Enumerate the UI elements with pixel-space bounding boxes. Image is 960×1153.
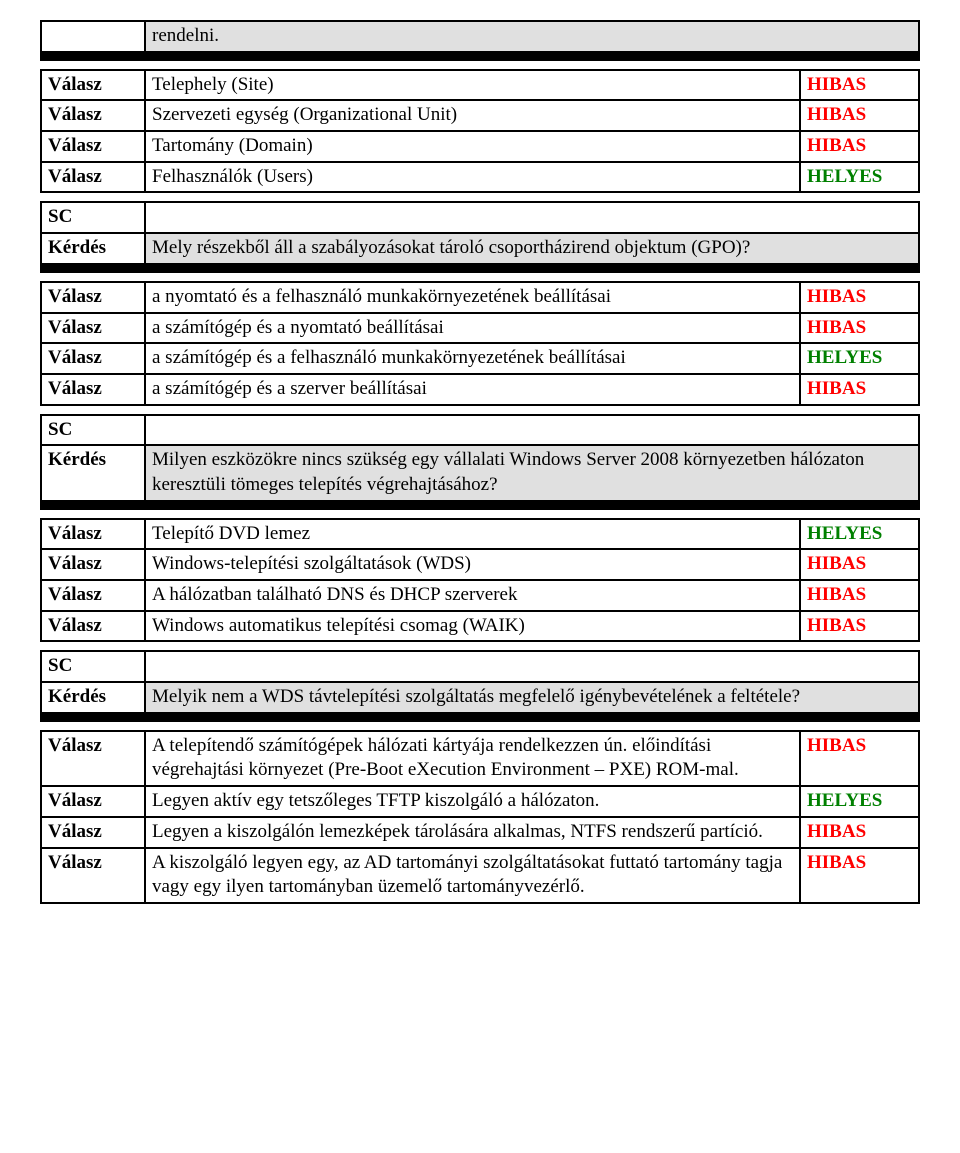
row-label: Kérdés — [41, 445, 145, 500]
group3-question: SC Kérdés Milyen eszközökre nincs szüksé… — [40, 414, 920, 510]
result-badge: HIBAS — [800, 100, 919, 131]
table-row: Válasz a számítógép és a szerver beállít… — [41, 374, 919, 405]
table-row: Válasz Legyen a kiszolgálón lemezképek t… — [41, 817, 919, 848]
table-row: Válasz Telephely (Site) HIBAS — [41, 70, 919, 101]
row-label: Válasz — [41, 70, 145, 101]
empty-cell — [145, 415, 919, 446]
result-badge: HELYES — [800, 162, 919, 193]
table-row: SC — [41, 415, 919, 446]
result-badge: HELYES — [800, 519, 919, 550]
question-text: Mely részekből áll a szabályozásokat tár… — [145, 233, 919, 264]
row-label: Kérdés — [41, 682, 145, 713]
answer-text: Windows-telepítési szolgáltatások (WDS) — [145, 549, 800, 580]
group4-question: SC Kérdés Melyik nem a WDS távtelepítési… — [40, 650, 920, 721]
divider-row — [41, 501, 919, 509]
table-row: rendelni. — [41, 21, 919, 52]
result-badge: HIBAS — [800, 731, 919, 786]
intro-text: rendelni. — [145, 21, 919, 52]
table-row: Válasz Windows automatikus telepítési cs… — [41, 611, 919, 642]
row-label: Válasz — [41, 100, 145, 131]
table-row: Válasz a számítógép és a nyomtató beállí… — [41, 313, 919, 344]
result-badge: HELYES — [800, 343, 919, 374]
answer-text: a nyomtató és a felhasználó munkakörnyez… — [145, 282, 800, 313]
table-row: Válasz a számítógép és a felhasználó mun… — [41, 343, 919, 374]
answer-text: A telepítendő számítógépek hálózati kárt… — [145, 731, 800, 786]
table-row: Kérdés Melyik nem a WDS távtelepítési sz… — [41, 682, 919, 713]
row-label: Válasz — [41, 343, 145, 374]
answer-text: a számítógép és a felhasználó munkakörny… — [145, 343, 800, 374]
table-row: SC — [41, 202, 919, 233]
group1-answers: Válasz Telephely (Site) HIBAS Válasz Sze… — [40, 69, 920, 194]
answer-text: Telephely (Site) — [145, 70, 800, 101]
sc-label: SC — [41, 202, 145, 233]
row-label: Válasz — [41, 731, 145, 786]
row-label: Válasz — [41, 313, 145, 344]
result-badge: HIBAS — [800, 374, 919, 405]
table-row: Válasz A kiszolgáló legyen egy, az AD ta… — [41, 848, 919, 903]
group2-question: SC Kérdés Mely részekből áll a szabályoz… — [40, 201, 920, 272]
table-row: Válasz A hálózatban található DNS és DHC… — [41, 580, 919, 611]
group2-answers: Válasz a nyomtató és a felhasználó munka… — [40, 281, 920, 406]
result-badge: HELYES — [800, 786, 919, 817]
row-label: Válasz — [41, 580, 145, 611]
answer-text: A hálózatban található DNS és DHCP szerv… — [145, 580, 800, 611]
result-badge: HIBAS — [800, 549, 919, 580]
result-badge: HIBAS — [800, 131, 919, 162]
sc-label: SC — [41, 415, 145, 446]
answer-text: A kiszolgáló legyen egy, az AD tartomány… — [145, 848, 800, 903]
table-row: Válasz Szervezeti egység (Organizational… — [41, 100, 919, 131]
row-label: Válasz — [41, 131, 145, 162]
answer-text: a számítógép és a nyomtató beállításai — [145, 313, 800, 344]
table-row: Kérdés Mely részekből áll a szabályozáso… — [41, 233, 919, 264]
table-row: Válasz Windows-telepítési szolgáltatások… — [41, 549, 919, 580]
table-row: Válasz A telepítendő számítógépek hálóza… — [41, 731, 919, 786]
empty-cell — [145, 202, 919, 233]
table-row: Válasz a nyomtató és a felhasználó munka… — [41, 282, 919, 313]
row-label: Válasz — [41, 786, 145, 817]
table-row: Válasz Legyen aktív egy tetszőleges TFTP… — [41, 786, 919, 817]
group4-answers: Válasz A telepítendő számítógépek hálóza… — [40, 730, 920, 904]
question-text: Milyen eszközökre nincs szükség egy váll… — [145, 445, 919, 500]
result-badge: HIBAS — [800, 580, 919, 611]
answer-text: Tartomány (Domain) — [145, 131, 800, 162]
result-badge: HIBAS — [800, 313, 919, 344]
answer-text: Telepítő DVD lemez — [145, 519, 800, 550]
row-label: Kérdés — [41, 233, 145, 264]
sc-label: SC — [41, 651, 145, 682]
result-badge: HIBAS — [800, 848, 919, 903]
divider-row — [41, 264, 919, 272]
table-row: Kérdés Milyen eszközökre nincs szükség e… — [41, 445, 919, 500]
intro-table: rendelni. — [40, 20, 920, 61]
answer-text: Windows automatikus telepítési csomag (W… — [145, 611, 800, 642]
result-badge: HIBAS — [800, 611, 919, 642]
result-badge: HIBAS — [800, 70, 919, 101]
group3-answers: Válasz Telepítő DVD lemez HELYES Válasz … — [40, 518, 920, 643]
row-label: Válasz — [41, 282, 145, 313]
answer-text: Szervezeti egység (Organizational Unit) — [145, 100, 800, 131]
row-label: Válasz — [41, 817, 145, 848]
row-label: Válasz — [41, 848, 145, 903]
empty-label — [41, 21, 145, 52]
result-badge: HIBAS — [800, 817, 919, 848]
answer-text: Legyen a kiszolgálón lemezképek tárolásá… — [145, 817, 800, 848]
answer-text: Felhasználók (Users) — [145, 162, 800, 193]
row-label: Válasz — [41, 162, 145, 193]
table-row: Válasz Telepítő DVD lemez HELYES — [41, 519, 919, 550]
question-text: Melyik nem a WDS távtelepítési szolgálta… — [145, 682, 919, 713]
row-label: Válasz — [41, 519, 145, 550]
result-badge: HIBAS — [800, 282, 919, 313]
empty-cell — [145, 651, 919, 682]
row-label: Válasz — [41, 374, 145, 405]
divider-row — [41, 52, 919, 60]
table-row: SC — [41, 651, 919, 682]
table-row: Válasz Tartomány (Domain) HIBAS — [41, 131, 919, 162]
table-row: Válasz Felhasználók (Users) HELYES — [41, 162, 919, 193]
row-label: Válasz — [41, 611, 145, 642]
row-label: Válasz — [41, 549, 145, 580]
divider-row — [41, 713, 919, 721]
answer-text: Legyen aktív egy tetszőleges TFTP kiszol… — [145, 786, 800, 817]
answer-text: a számítógép és a szerver beállításai — [145, 374, 800, 405]
